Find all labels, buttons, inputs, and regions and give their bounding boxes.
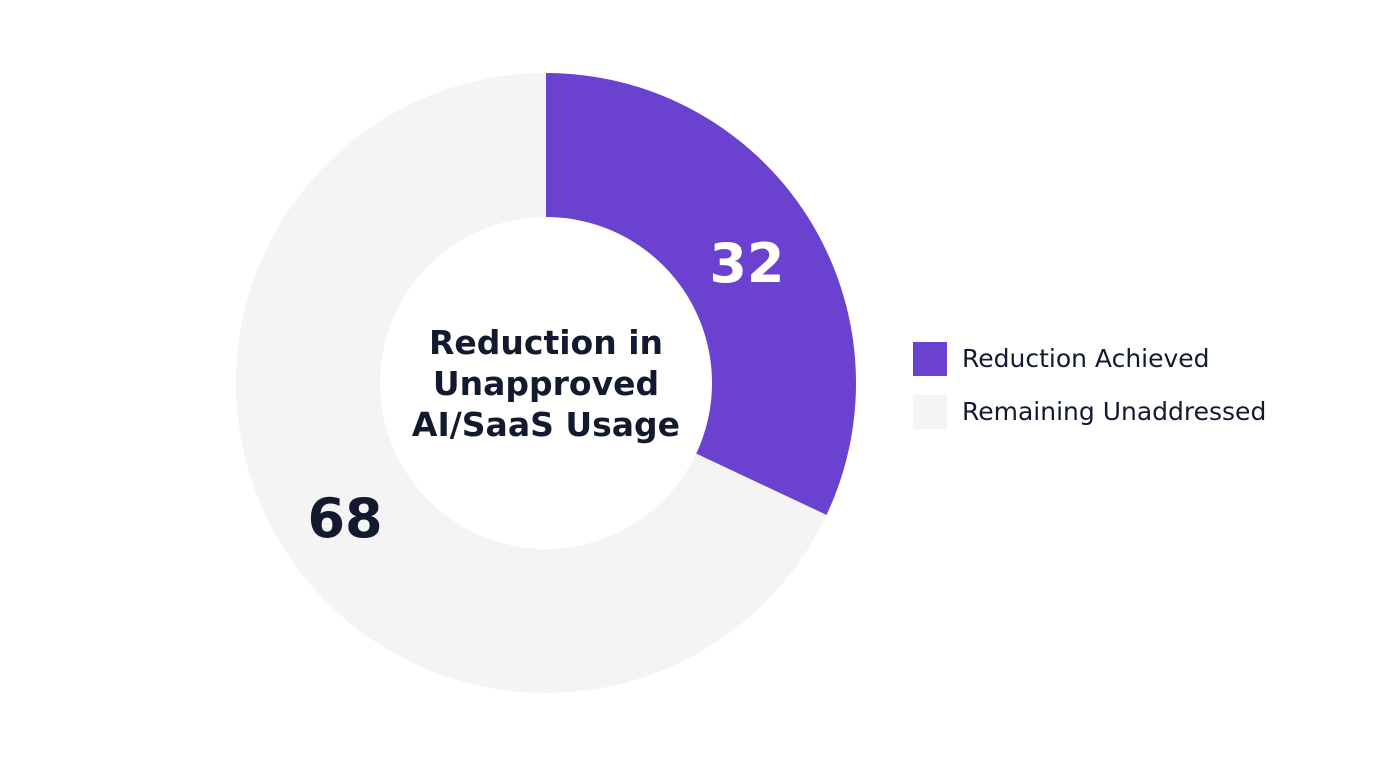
legend-swatch — [913, 395, 947, 429]
chart-title: Reduction in Unapproved AI/SaaS Usage — [411, 323, 681, 444]
legend-swatch — [913, 342, 947, 376]
legend-label: Remaining Unaddressed — [962, 397, 1266, 426]
donut-slice — [546, 73, 856, 515]
donut-slice — [236, 73, 827, 693]
legend-label: Reduction Achieved — [962, 344, 1210, 373]
data-label: 68 — [307, 487, 382, 550]
data-label: 32 — [709, 232, 784, 295]
